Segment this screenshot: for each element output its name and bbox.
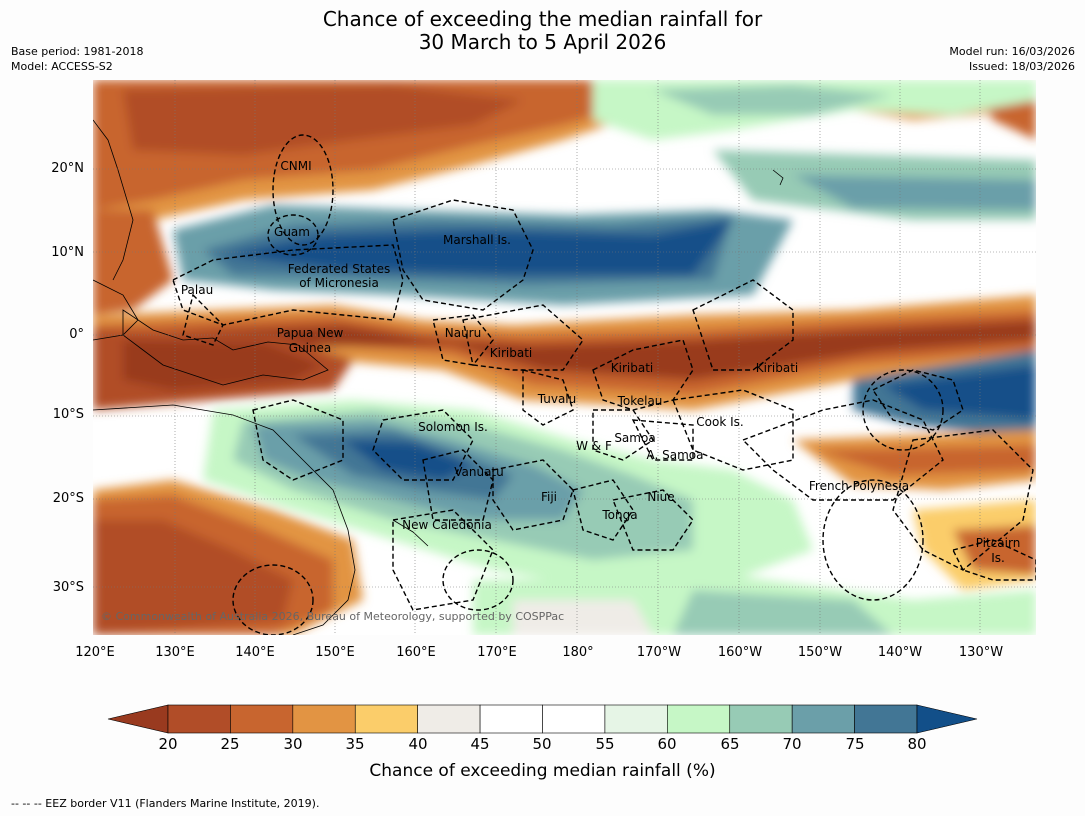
label-tokelau: Tokelau bbox=[617, 394, 663, 408]
label-new-caledonia: New Caledonia bbox=[402, 518, 492, 532]
lon-tick-170e: 170°E bbox=[477, 645, 517, 660]
rainfall-map[interactable]: © Commonwealth of Australia 2026, Bureau… bbox=[93, 80, 1036, 635]
colorbar-segment bbox=[542, 704, 606, 734]
lon-tick-170w: 170°W bbox=[636, 645, 682, 660]
colorbar-tick-20: 20 bbox=[158, 735, 178, 753]
colorbar-tick-60: 60 bbox=[657, 735, 677, 753]
lon-tick-150e: 150°E bbox=[315, 645, 355, 660]
colorbar-segment bbox=[604, 704, 668, 734]
colorbar-segment bbox=[417, 704, 481, 734]
colorbar-segment bbox=[292, 704, 356, 734]
lon-tick-180: 180° bbox=[562, 645, 594, 660]
lat-tick-10s: 10°S bbox=[52, 407, 84, 422]
model-name: Model: ACCESS-S2 bbox=[11, 60, 113, 73]
lat-tick-20s: 20°S bbox=[52, 491, 84, 506]
label-marshall: Marshall Is. bbox=[443, 233, 511, 247]
colorbar-segment bbox=[667, 704, 731, 734]
lon-tick-140w: 140°W bbox=[877, 645, 923, 660]
region-labels: CNMI Guam Marshall Is. Federated States … bbox=[181, 159, 1020, 565]
colorbar-tick-45: 45 bbox=[470, 735, 490, 753]
new-caledonia-outline bbox=[392, 519, 429, 547]
label-samoa: Samoa bbox=[614, 431, 655, 445]
label-cook-islands: Cook Is. bbox=[696, 415, 743, 429]
colorbar bbox=[107, 704, 978, 734]
gridlines bbox=[93, 80, 1036, 635]
lat-tick-20n: 20°N bbox=[51, 161, 84, 176]
lat-tick-10n: 10°N bbox=[51, 245, 84, 260]
label-fsm-1: Federated States bbox=[288, 262, 390, 276]
colorbar-tick-35: 35 bbox=[345, 735, 365, 753]
label-solomon: Solomon Is. bbox=[418, 420, 488, 434]
philippines-outline bbox=[93, 119, 134, 281]
colorbar-segment bbox=[729, 704, 793, 734]
colorbar-tick-80: 80 bbox=[907, 735, 927, 753]
png-outline bbox=[122, 309, 329, 386]
colorbar-segment bbox=[791, 704, 855, 734]
colorbar-tick-55: 55 bbox=[595, 735, 615, 753]
lat-tick-30s: 30°S bbox=[52, 580, 84, 595]
label-png-1: Papua New bbox=[277, 326, 344, 340]
label-wallis-futuna: W & F bbox=[576, 439, 612, 453]
title-line-2: 30 March to 5 April 2026 bbox=[418, 30, 667, 54]
colorbar-segment bbox=[479, 704, 543, 734]
label-palau: Palau bbox=[181, 283, 213, 297]
label-kiribati-central: Kiribati bbox=[611, 361, 653, 375]
label-fiji: Fiji bbox=[541, 490, 557, 504]
australia-outline bbox=[93, 404, 356, 635]
label-cnmi: CNMI bbox=[280, 159, 311, 173]
colorbar-segments bbox=[167, 704, 918, 734]
label-pitcairn-1: Pitcairn bbox=[976, 536, 1021, 550]
lon-tick-140e: 140°E bbox=[235, 645, 275, 660]
eez-legend-note: -- -- -- EEZ border V11 (Flanders Marine… bbox=[11, 797, 320, 810]
label-niue: Niue bbox=[647, 490, 674, 504]
label-fsm-2: of Micronesia bbox=[299, 276, 379, 290]
colorbar-segment bbox=[354, 704, 418, 734]
rainfall-field bbox=[93, 80, 1036, 635]
colorbar-tick-40: 40 bbox=[408, 735, 428, 753]
colorbar-tick-25: 25 bbox=[220, 735, 240, 753]
label-vanuatu: Vanuatu bbox=[454, 465, 504, 479]
land-outlines bbox=[93, 119, 784, 635]
colorbar-tick-65: 65 bbox=[720, 735, 740, 753]
lon-tick-160w: 160°W bbox=[717, 645, 763, 660]
copyright-text: © Commonwealth of Australia 2026, Bureau… bbox=[101, 610, 564, 623]
colorbar-segment bbox=[854, 704, 918, 734]
lon-tick-160e: 160°E bbox=[396, 645, 436, 660]
eez-borders bbox=[172, 134, 1036, 635]
label-png-2: Guinea bbox=[289, 341, 332, 355]
lon-tick-150w: 150°W bbox=[797, 645, 843, 660]
label-pitcairn-2: Is. bbox=[991, 551, 1005, 565]
colorbar-arrow-high bbox=[916, 704, 978, 734]
lat-tick-0: 0° bbox=[69, 327, 84, 342]
label-kiribati-west: Kiribati bbox=[490, 346, 532, 360]
colorbar-tick-70: 70 bbox=[782, 735, 802, 753]
colorbar-arrow-low bbox=[107, 704, 169, 734]
base-period: Base period: 1981-2018 bbox=[11, 45, 144, 58]
lon-tick-130w: 130°W bbox=[958, 645, 1004, 660]
lon-tick-120e: 120°E bbox=[75, 645, 115, 660]
title-line-1: Chance of exceeding the median rainfall … bbox=[322, 7, 763, 31]
hawaii-outline bbox=[772, 169, 784, 186]
map-canvas: © Commonwealth of Australia 2026, Bureau… bbox=[93, 80, 1036, 635]
colorbar-segment bbox=[230, 704, 294, 734]
colorbar-tick-50: 50 bbox=[532, 735, 552, 753]
label-tuvalu: Tuvalu bbox=[537, 392, 577, 406]
colorbar-tick-75: 75 bbox=[845, 735, 865, 753]
label-tonga: Tonga bbox=[601, 508, 637, 522]
label-french-polynesia: French Polynesia bbox=[809, 479, 909, 493]
label-kiribati-east: Kiribati bbox=[756, 361, 798, 375]
colorbar-title: Chance of exceeding median rainfall (%) bbox=[369, 761, 716, 781]
issued-date: Issued: 18/03/2026 bbox=[968, 60, 1075, 73]
indonesia-outline bbox=[93, 279, 139, 341]
label-nauru: Nauru bbox=[445, 326, 481, 340]
lon-tick-130e: 130°E bbox=[155, 645, 195, 660]
model-run: Model run: 16/03/2026 bbox=[949, 45, 1075, 58]
label-guam: Guam bbox=[274, 225, 310, 239]
colorbar-tick-30: 30 bbox=[283, 735, 303, 753]
colorbar-segment bbox=[167, 704, 231, 734]
label-american-samoa: A. Samoa bbox=[647, 448, 704, 462]
